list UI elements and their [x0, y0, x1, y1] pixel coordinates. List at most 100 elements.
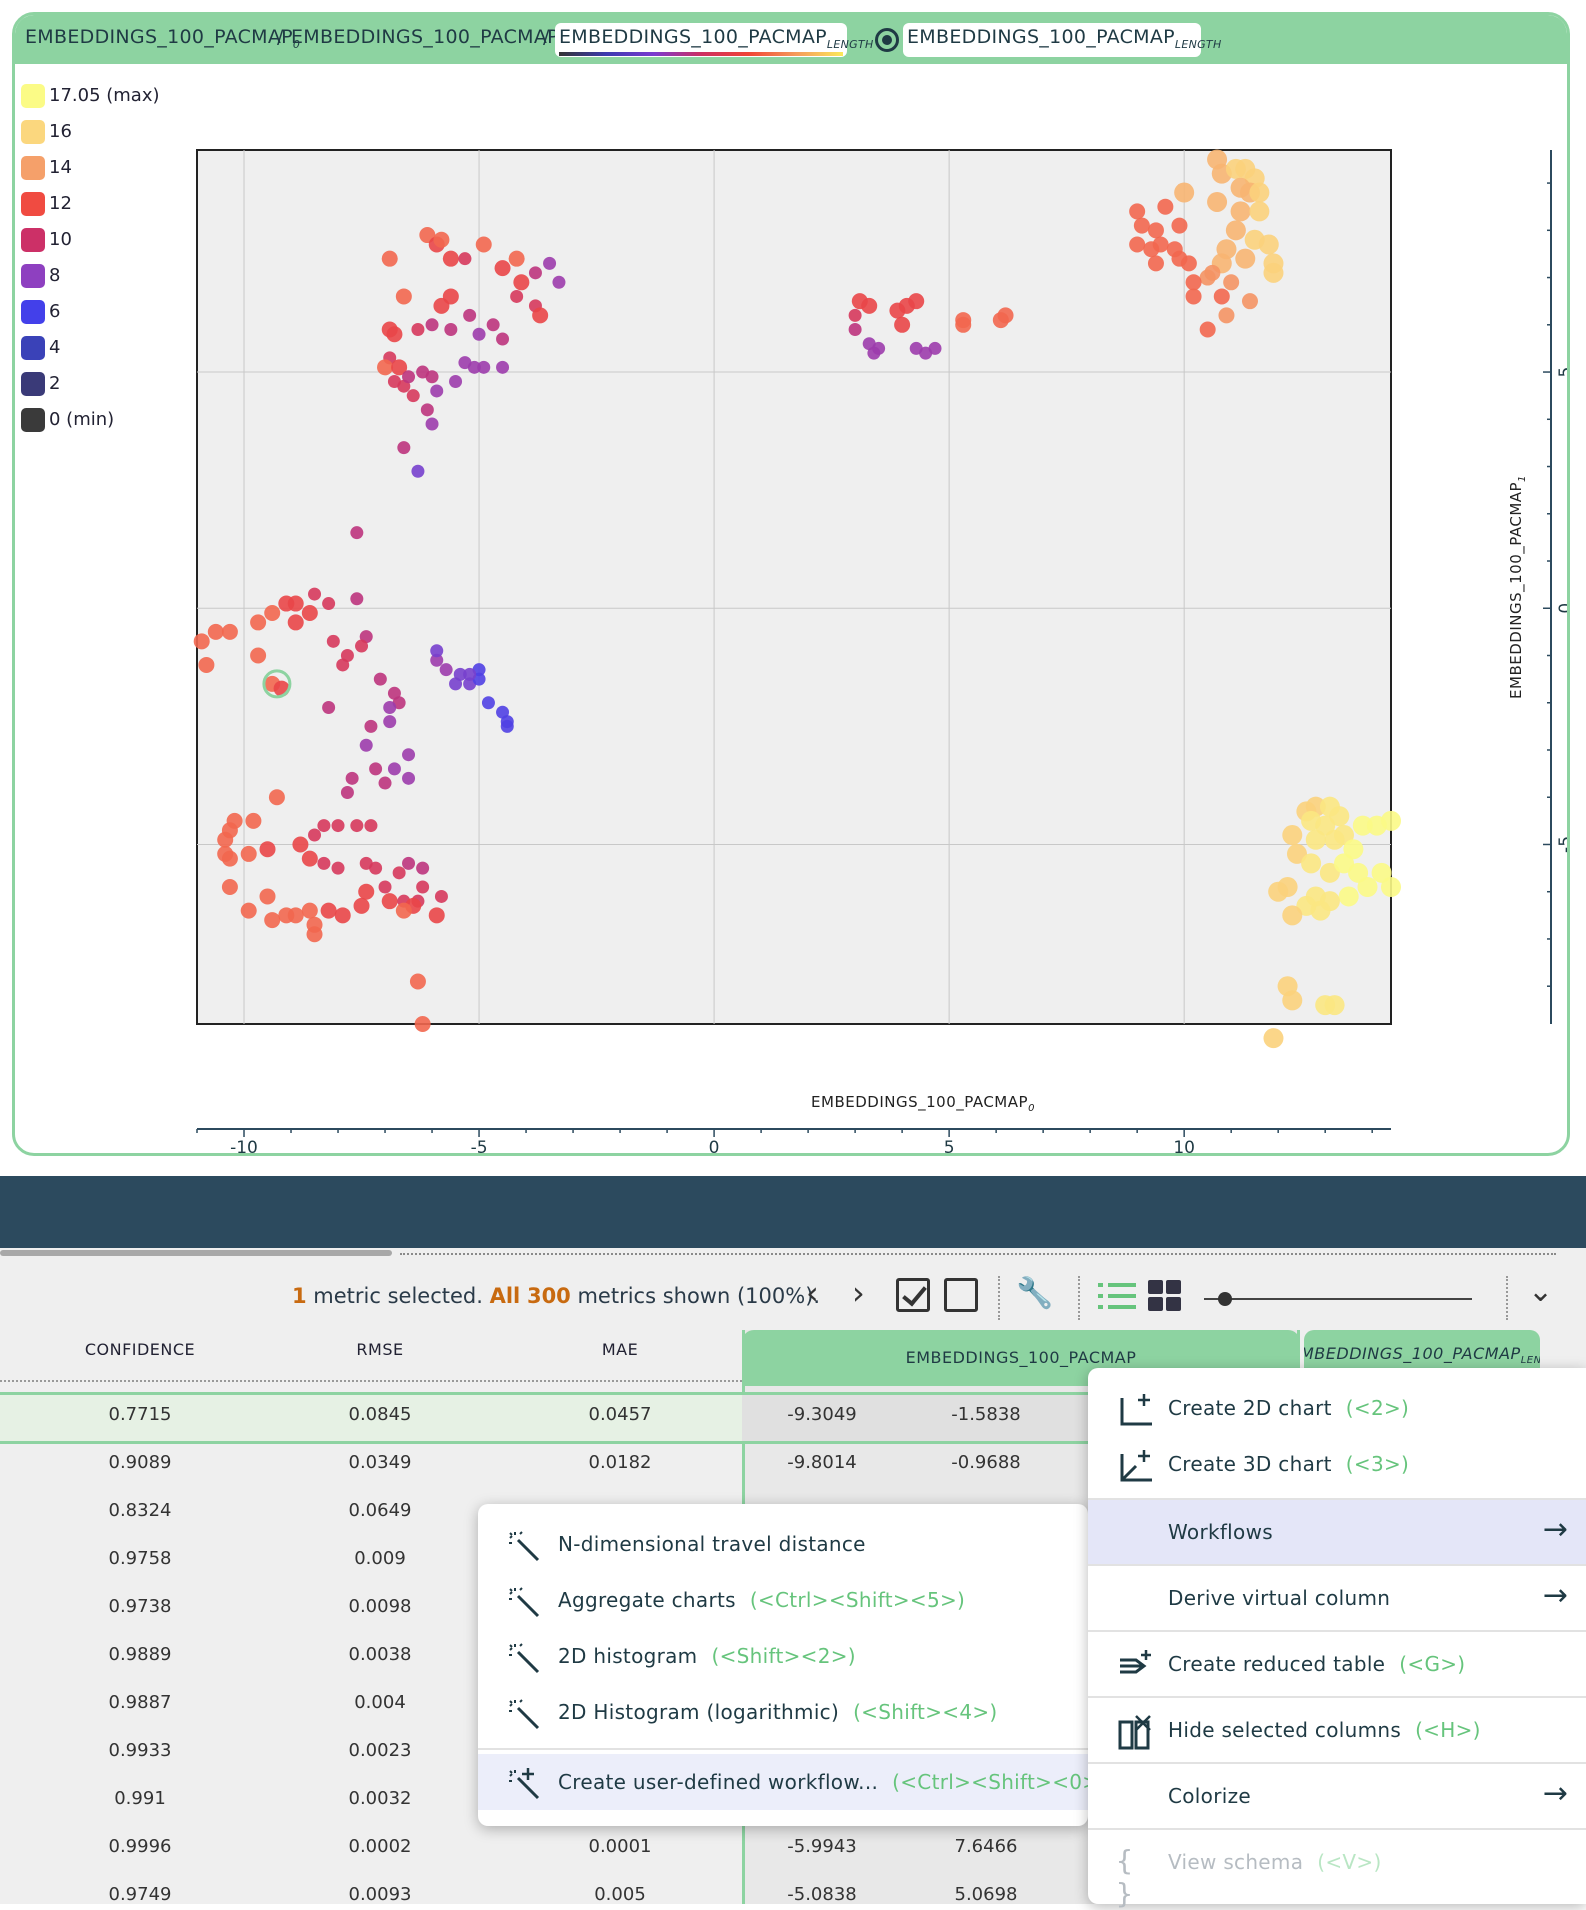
- menu-item-2d-histogram-log[interactable]: 2D Histogram (logarithmic) (<Shift><4>): [478, 1684, 1088, 1740]
- data-point[interactable]: [1282, 905, 1303, 926]
- data-point[interactable]: [442, 250, 459, 267]
- grid-view-icon[interactable]: [1148, 1280, 1182, 1312]
- data-point[interactable]: [1333, 853, 1354, 874]
- data-point[interactable]: [472, 327, 486, 341]
- data-point[interactable]: [1171, 217, 1188, 234]
- data-point[interactable]: [1213, 288, 1230, 305]
- data-point[interactable]: [402, 748, 416, 762]
- table-cell[interactable]: 0.0002: [348, 1836, 412, 1857]
- data-point[interactable]: [1263, 1028, 1284, 1049]
- data-point[interactable]: [1282, 825, 1303, 846]
- data-point[interactable]: [463, 308, 477, 322]
- table-cell[interactable]: 0.8324: [108, 1500, 172, 1521]
- menu-item-create-user-defined-workflow[interactable]: Create user-defined workflow... (<Ctrl><S…: [478, 1754, 1107, 1810]
- data-point[interactable]: [508, 250, 525, 267]
- table-cell[interactable]: 0.7715: [108, 1404, 172, 1425]
- data-point[interactable]: [411, 323, 425, 337]
- data-point[interactable]: [997, 307, 1014, 324]
- table-cell[interactable]: -5.0838: [787, 1884, 857, 1904]
- data-point[interactable]: [340, 649, 354, 663]
- data-point[interactable]: [532, 307, 549, 324]
- data-point[interactable]: [306, 926, 323, 943]
- data-point[interactable]: [402, 856, 416, 870]
- data-point[interactable]: [402, 370, 416, 384]
- table-cell[interactable]: 0.0038: [348, 1644, 412, 1665]
- data-point[interactable]: [1371, 862, 1392, 883]
- data-point[interactable]: [308, 828, 322, 842]
- data-point[interactable]: [1185, 274, 1202, 291]
- scrollbar-thumb[interactable]: [0, 1250, 392, 1256]
- list-view-icon[interactable]: [1098, 1280, 1138, 1312]
- data-point[interactable]: [364, 719, 378, 733]
- column-header-confidence[interactable]: CONFIDENCE: [84, 1340, 196, 1359]
- menu-item-create-2d-chart[interactable]: Create 2D chart (<2>): [1088, 1376, 1586, 1440]
- collapse-chevron-icon[interactable]: ⌄: [1528, 1274, 1554, 1309]
- menu-item-create-reduced-table[interactable]: Create reduced table (<G>): [1088, 1632, 1586, 1696]
- column-header-rmse[interactable]: RMSE: [356, 1340, 404, 1359]
- table-cell[interactable]: 0.991: [114, 1788, 166, 1809]
- data-point[interactable]: [359, 738, 373, 752]
- data-point[interactable]: [1352, 815, 1373, 836]
- data-point[interactable]: [353, 897, 370, 914]
- data-point[interactable]: [350, 592, 364, 606]
- data-point[interactable]: [395, 902, 412, 919]
- data-point[interactable]: [391, 359, 408, 376]
- data-point[interactable]: [350, 819, 364, 833]
- data-point[interactable]: [392, 866, 406, 880]
- data-point[interactable]: [1305, 829, 1326, 850]
- data-point[interactable]: [494, 260, 511, 277]
- data-point[interactable]: [420, 403, 434, 417]
- data-point[interactable]: [378, 880, 392, 894]
- data-point[interactable]: [425, 417, 439, 431]
- data-point[interactable]: [1129, 236, 1146, 253]
- data-point[interactable]: [908, 293, 925, 310]
- data-point[interactable]: [322, 700, 336, 714]
- data-point[interactable]: [287, 907, 304, 924]
- data-point[interactable]: [198, 656, 215, 673]
- data-point[interactable]: [449, 677, 463, 691]
- data-point[interactable]: [301, 850, 318, 867]
- data-point[interactable]: [383, 700, 397, 714]
- table-cell[interactable]: 0.0023: [348, 1740, 412, 1761]
- data-point[interactable]: [411, 464, 425, 478]
- data-point[interactable]: [1329, 806, 1350, 827]
- data-point[interactable]: [1301, 853, 1322, 874]
- menu-item-view-schema[interactable]: { } View schema (<V>): [1088, 1830, 1586, 1910]
- data-point[interactable]: [308, 587, 322, 601]
- data-point[interactable]: [317, 819, 331, 833]
- data-point[interactable]: [430, 644, 444, 658]
- data-point[interactable]: [444, 323, 458, 337]
- data-point[interactable]: [395, 288, 412, 305]
- data-point[interactable]: [1263, 262, 1284, 283]
- menu-item-hide-selected-columns[interactable]: Hide selected columns (<H>): [1088, 1698, 1586, 1762]
- data-point[interactable]: [369, 762, 383, 776]
- table-cell[interactable]: 0.0845: [348, 1404, 412, 1425]
- data-point[interactable]: [1249, 201, 1270, 222]
- data-point[interactable]: [217, 831, 234, 848]
- splitter-bar[interactable]: [0, 1176, 1586, 1248]
- data-point[interactable]: [221, 878, 238, 895]
- menu-item-aggregate-charts[interactable]: Aggregate charts (<Ctrl><Shift><5>): [478, 1572, 1088, 1628]
- data-point[interactable]: [1143, 241, 1160, 258]
- data-point[interactable]: [1129, 203, 1146, 220]
- data-point[interactable]: [326, 634, 340, 648]
- data-point[interactable]: [1282, 990, 1303, 1011]
- select-all-checkbox-icon[interactable]: [896, 1278, 930, 1312]
- data-point[interactable]: [430, 653, 444, 667]
- data-point[interactable]: [543, 256, 557, 270]
- data-point[interactable]: [428, 907, 445, 924]
- data-point[interactable]: [496, 332, 510, 346]
- horizontal-scrollbar[interactable]: [0, 1248, 1586, 1258]
- data-point[interactable]: [1218, 307, 1235, 324]
- data-point[interactable]: [193, 633, 210, 650]
- data-point[interactable]: [221, 623, 238, 640]
- data-point[interactable]: [1348, 862, 1369, 883]
- data-point[interactable]: [355, 639, 369, 653]
- data-point[interactable]: [496, 360, 510, 374]
- data-point[interactable]: [259, 841, 276, 858]
- data-point[interactable]: [513, 274, 530, 291]
- table-cell[interactable]: 0.0032: [348, 1788, 412, 1809]
- data-point[interactable]: [273, 680, 290, 697]
- data-point[interactable]: [287, 595, 304, 612]
- table-cell[interactable]: 0.009: [354, 1548, 406, 1569]
